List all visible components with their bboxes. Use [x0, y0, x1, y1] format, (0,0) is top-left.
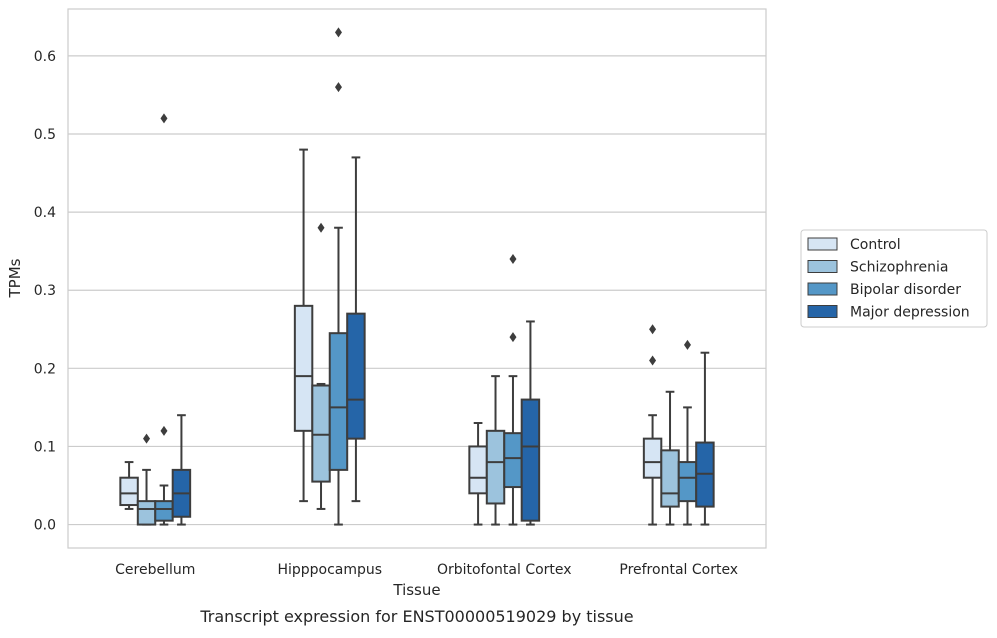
legend-label: Major depression: [850, 305, 970, 321]
x-tick-label: Cerebellum: [115, 562, 195, 578]
outlier-point: [683, 339, 691, 350]
box-major-depression: [520, 320, 541, 526]
legend: Control Schizophrenia Bipolar disorder Majo…: [800, 229, 988, 328]
y-tick-label: 0.2: [34, 361, 56, 377]
iqr-box: [119, 476, 139, 507]
y-tick-label: 0.5: [34, 127, 56, 143]
outlier-point: [509, 332, 517, 343]
box-major-depression: [346, 156, 366, 503]
x-tick-label: Hipppocampus: [277, 562, 382, 578]
iqr-box: [503, 432, 523, 489]
iqr-box: [677, 461, 698, 503]
legend-swatch: [807, 305, 838, 318]
legend-swatch: [807, 237, 838, 251]
legend-swatch: [807, 260, 838, 273]
y-tick-label: 0.3: [34, 283, 56, 299]
iqr-box: [136, 500, 157, 526]
box-bipolar-disorder: [154, 113, 174, 526]
box-schizophrenia: [485, 375, 506, 526]
iqr-box: [485, 429, 506, 505]
box-control: [642, 324, 663, 526]
iqr-box: [346, 312, 366, 440]
x-tick-label: Orbitofontal Cortex: [437, 562, 572, 578]
y-tick-label: 0.4: [34, 205, 56, 221]
legend-label: Schizophrenia: [850, 260, 948, 276]
outlier-point: [160, 113, 168, 124]
iqr-box: [642, 437, 663, 479]
legend-label: Control: [850, 237, 901, 253]
x-tick-label: Prefrontal Cortex: [619, 562, 738, 578]
chart-caption: Transcript expression for ENST0000051902…: [199, 607, 633, 626]
box-major-depression: [171, 414, 192, 526]
x-axis-label: Tissue: [392, 581, 440, 599]
box-schizophrenia: [660, 390, 680, 526]
outlier-point: [334, 27, 342, 38]
iqr-box: [520, 398, 541, 522]
iqr-box: [468, 445, 488, 495]
iqr-box: [311, 384, 331, 483]
y-axis-label: TPMs: [6, 258, 24, 298]
box-control: [119, 461, 139, 510]
box-control: [468, 422, 488, 526]
outlier-point: [509, 253, 517, 264]
legend-label: Bipolar disorder: [850, 282, 961, 298]
outlier-point: [649, 324, 657, 335]
y-tick-label: 0.6: [34, 49, 56, 65]
iqr-box: [293, 304, 314, 432]
iqr-box: [660, 449, 680, 508]
outlier-point: [160, 425, 168, 436]
legend-frame: [800, 229, 988, 328]
legend-swatch: [807, 282, 838, 296]
outlier-point: [649, 355, 657, 366]
box-major-depression: [695, 351, 715, 526]
y-tick-label: 0.0: [34, 518, 56, 534]
plot-frame: [67, 8, 767, 549]
box-bipolar-disorder: [328, 27, 349, 526]
box-control: [293, 148, 314, 503]
iqr-box: [154, 500, 174, 522]
outlier-point: [334, 82, 342, 93]
outlier-point: [143, 433, 151, 444]
iqr-box: [328, 332, 349, 471]
outlier-point: [317, 222, 325, 233]
y-tick-label: 0.1: [34, 439, 56, 455]
